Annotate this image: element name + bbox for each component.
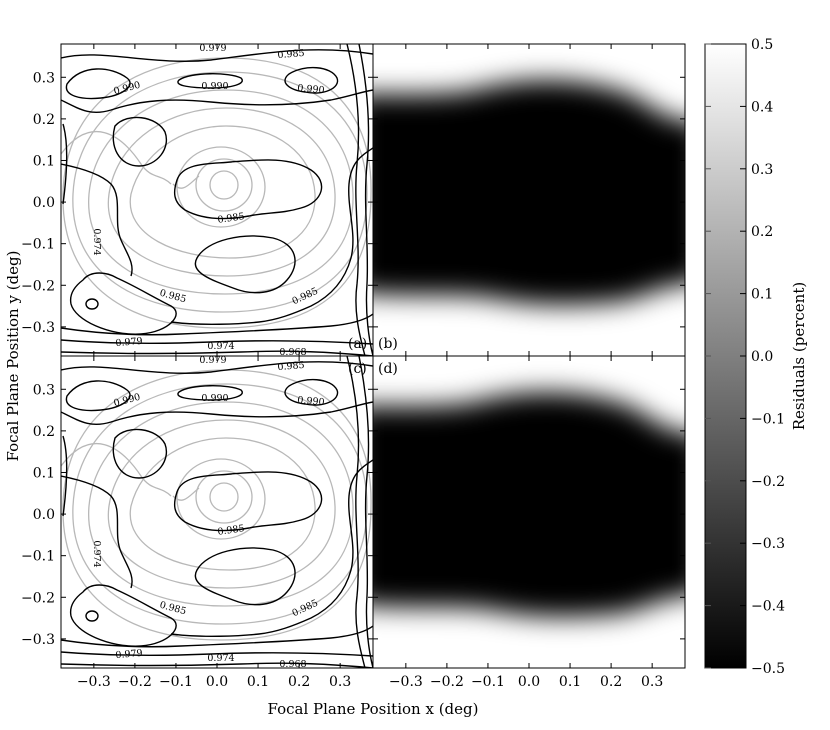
x-tick-label: 0.0 (206, 674, 228, 690)
x-tick-label: −0.2 (430, 674, 464, 690)
y-tick-label: −0.1 (21, 549, 55, 565)
x-tick-label: 0.1 (559, 674, 581, 690)
colorbar-gradient (704, 43, 747, 669)
x-tick-label: 0.0 (518, 674, 540, 690)
contour-label: 0.985 (217, 523, 245, 538)
contour-label: 0.985 (277, 48, 305, 61)
colorbar-tick-label: −0.3 (751, 536, 785, 552)
panel-label-a: (a) (348, 336, 367, 352)
contour-label: 0.968 (279, 659, 306, 670)
x-tick-label: 0.2 (288, 674, 310, 690)
colorbar-tick-label: −0.1 (751, 411, 785, 427)
colorbar-tick-label: −0.2 (751, 474, 785, 490)
contour-label: 0.968 (279, 347, 306, 358)
y-tick-label: −0.2 (21, 590, 55, 606)
panel-label-c: (c) (348, 361, 367, 377)
colorbar-tick-label: 0.2 (751, 224, 773, 240)
y-tick-label: 0.1 (33, 153, 55, 169)
contour-label: 0.990 (201, 393, 228, 404)
colorbar-tick-label: 0.5 (751, 37, 773, 53)
y-tick-label: 0.2 (33, 112, 55, 128)
panel-label-d: (d) (378, 361, 398, 377)
colorbar-tick-label: 0.3 (751, 162, 773, 178)
colorbar-label: Residuals (percent) (790, 282, 808, 430)
colorbar-tick-label: 0.1 (751, 287, 773, 303)
panel-label-b: (b) (378, 336, 398, 352)
contour-label: 0.974 (91, 540, 102, 567)
panel-b: (b) (372, 43, 686, 357)
x-tick-label: 0.1 (247, 674, 269, 690)
x-tick-label: 0.3 (641, 674, 663, 690)
y-tick-label: −0.2 (21, 278, 55, 294)
y-tick-label: 0.3 (33, 382, 55, 398)
x-tick-label: 0.3 (329, 674, 351, 690)
y-tick-label: 0.0 (33, 195, 55, 211)
contour-label: 0.979 (115, 648, 143, 661)
colorbar-tick-label: 0.0 (751, 349, 773, 365)
colorbar-tick-label: −0.5 (751, 661, 785, 677)
y-tick-label: 0.1 (33, 465, 55, 481)
contour-label: 0.990 (297, 395, 325, 408)
contour-label: 0.979 (199, 355, 226, 366)
panel-d: (d) (372, 355, 686, 669)
contour-label: 0.979 (115, 336, 143, 349)
y-tick-label: 0.2 (33, 424, 55, 440)
contour-label: 0.974 (91, 228, 102, 255)
x-tick-label: −0.2 (118, 674, 152, 690)
y-tick-label: 0.0 (33, 507, 55, 523)
x-tick-label: −0.3 (77, 674, 111, 690)
x-tick-label: −0.1 (471, 674, 505, 690)
contour-label: 0.979 (199, 43, 226, 54)
y-tick-label: −0.1 (21, 237, 55, 253)
colorbar-tick-label: 0.4 (751, 99, 773, 115)
colorbar: 0.5 0.4 0.3 0.2 0.1 0.0 −0.1 −0.2 −0.3 −0.4 −0.5 R… (704, 37, 808, 677)
axis-ticks: −0.3 −0.2 −0.1 0.0 0.1 0.2 0.3 −0.3 −0.3 −0.2 −0.2… (21, 44, 685, 690)
x-tick-label: −0.3 (389, 674, 423, 690)
contour-label: 0.974 (207, 341, 234, 352)
y-tick-label: 0.3 (33, 70, 55, 86)
x-axis-title: Focal Plane Position x (deg) (268, 700, 479, 718)
x-tick-label: −0.1 (159, 674, 193, 690)
contour-label: 0.990 (201, 81, 228, 92)
contour-label: 0.990 (113, 392, 142, 410)
x-tick-label: 0.2 (600, 674, 622, 690)
contour-label: 0.985 (277, 360, 305, 373)
y-tick-label: −0.3 (21, 320, 55, 336)
contour-label: 0.990 (297, 83, 325, 96)
contour-label: 0.974 (207, 653, 234, 664)
y-axis-title: Focal Plane Position y (deg) (4, 251, 22, 462)
colorbar-tick-label: −0.4 (751, 599, 785, 615)
contour-label: 0.990 (113, 80, 142, 98)
y-tick-label: −0.3 (21, 632, 55, 648)
contour-label: 0.985 (217, 211, 245, 226)
colorbar-ticks: 0.5 0.4 0.3 0.2 0.1 0.0 −0.1 −0.2 −0.3 −0.4 −0.5 (705, 37, 785, 677)
